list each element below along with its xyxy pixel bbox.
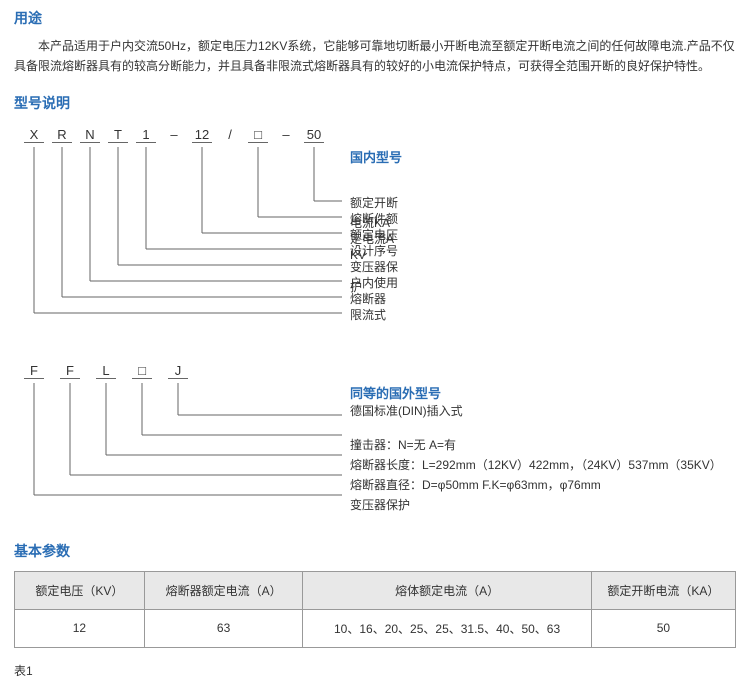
- table-cell: 12: [15, 609, 145, 647]
- model-letter: F: [60, 363, 80, 379]
- model-letter: □: [248, 127, 268, 143]
- diagram2-label: 熔断器长度：L=292mm（12KV）422mm，（24KV）537mm（35K…: [350, 455, 722, 475]
- model-letter: 12: [192, 127, 212, 143]
- table-header-cell: 熔断器额定电流（A）: [144, 571, 303, 609]
- model-letter: 50: [304, 127, 324, 143]
- model-letter: N: [80, 127, 100, 143]
- model-letter: X: [24, 127, 44, 143]
- diagram2-label: 德国标准(DIN)插入式: [350, 401, 463, 421]
- model-letter: T: [108, 127, 128, 143]
- table-header-cell: 额定电压（KV）: [15, 571, 145, 609]
- table-cell: 50: [591, 609, 735, 647]
- model-letter: □: [132, 363, 152, 379]
- usage-heading: 用途: [0, 0, 750, 32]
- diagram1-heading: 国内型号: [350, 147, 402, 169]
- diagram2-label: 变压器保护: [350, 495, 410, 515]
- model-letter: J: [168, 363, 188, 379]
- diagram2-label: 撞击器：N=无 A=有: [350, 435, 456, 455]
- usage-paragraph: 本产品适用于户内交流50Hz，额定电压力12KV系统，它能够可靠地切断最小开断电…: [0, 32, 750, 85]
- diagram1-label: 限流式: [350, 305, 386, 325]
- model-letter: –: [276, 127, 296, 142]
- model-diagram-2: FFL□J 同等的国外型号 德国标准(DIN)插入式撞击器：N=无 A=有熔断器…: [0, 347, 750, 533]
- model-heading: 型号说明: [0, 85, 750, 117]
- params-table: 额定电压（KV）熔断器额定电流（A）熔体额定电流（A）额定开断电流（KA） 12…: [14, 571, 736, 648]
- model-letter: F: [24, 363, 44, 379]
- model-letter: 1: [136, 127, 156, 143]
- params-heading: 基本参数: [0, 533, 750, 565]
- table-header-cell: 额定开断电流（KA）: [591, 571, 735, 609]
- model-letter: L: [96, 363, 116, 379]
- table-cell: 63: [144, 609, 303, 647]
- model-letter: /: [220, 127, 240, 142]
- params-table-wrap: 额定电压（KV）熔断器额定电流（A）熔体额定电流（A）额定开断电流（KA） 12…: [0, 565, 750, 658]
- table-header-cell: 熔体额定电流（A）: [303, 571, 591, 609]
- model-letter: R: [52, 127, 72, 143]
- table-cell: 10、16、20、25、25、31.5、40、50、63: [303, 609, 591, 647]
- model-letter: –: [164, 127, 184, 142]
- model-diagram-1: XRNT1–12/□–50 国内型号 额定开断电流KA熔断件额定电流A额定电压K…: [0, 117, 750, 347]
- diagram2-label: 熔断器直径：D=φ50mm F.K=φ63mm，φ76mm: [350, 475, 601, 495]
- table-caption: 表1: [0, 658, 750, 691]
